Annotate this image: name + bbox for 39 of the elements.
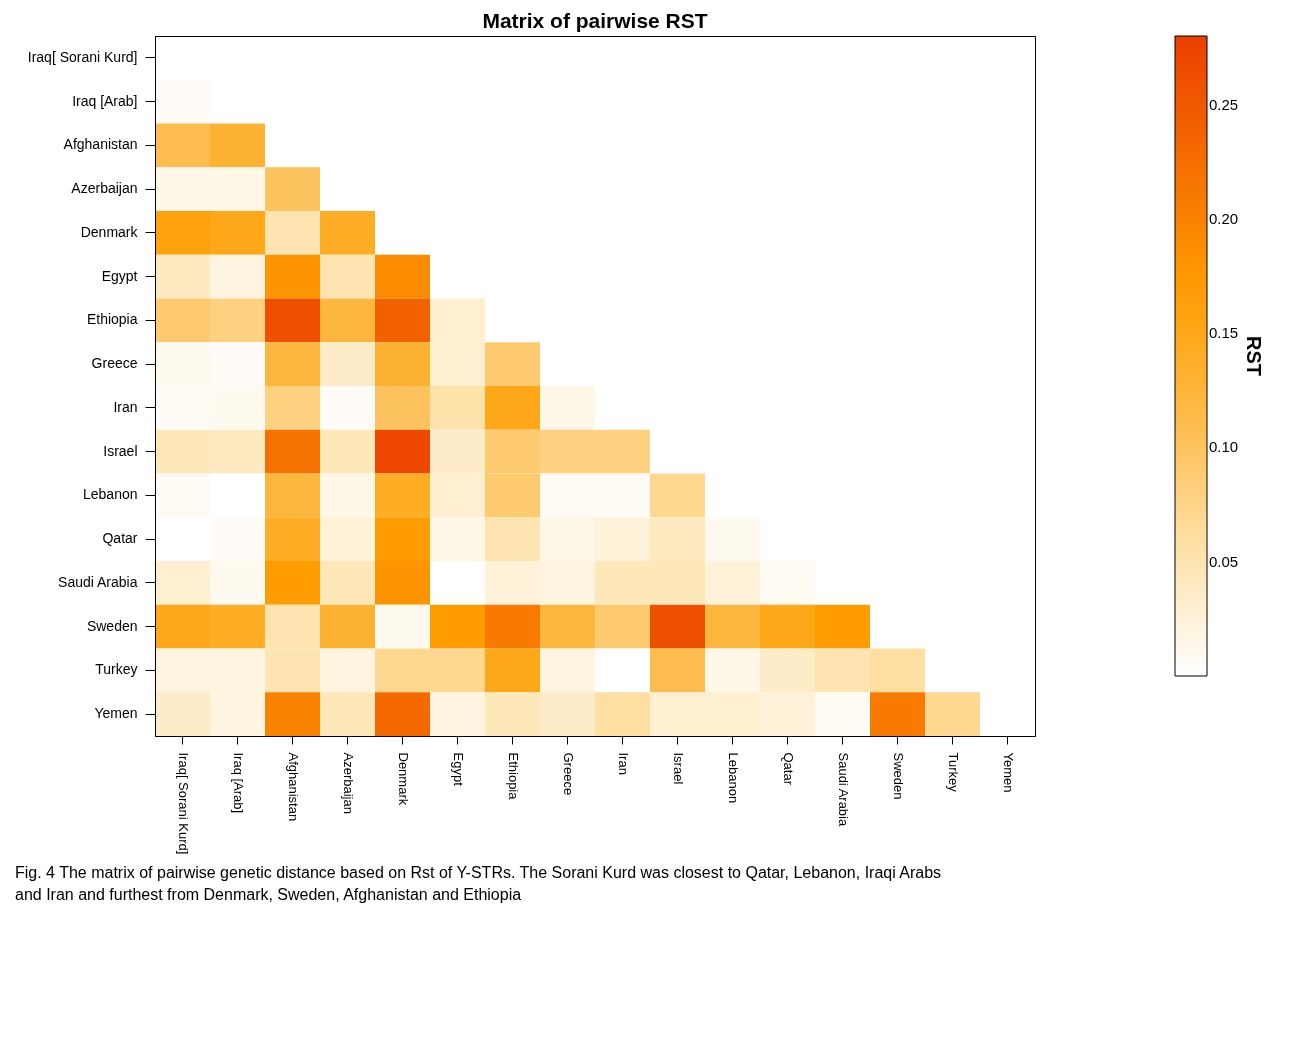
y-tick-label: Azerbaijan bbox=[71, 180, 138, 197]
y-tick-label: Greece bbox=[91, 355, 138, 372]
y-tick-label: Egypt bbox=[101, 267, 138, 284]
x-tick-label: Ethiopia bbox=[505, 752, 521, 801]
x-tick-label: Yemen bbox=[1000, 752, 1016, 793]
y-tick-label: Sweden bbox=[86, 617, 138, 634]
y-tick-label: Turkey bbox=[95, 661, 138, 678]
color-bar-label: 0.25 bbox=[1209, 95, 1239, 113]
color-bar-label: 0.05 bbox=[1209, 552, 1239, 570]
x-tick-label: Lebanon bbox=[725, 752, 741, 804]
y-tick-label: Israel bbox=[103, 442, 138, 459]
x-tick-label: Greece bbox=[560, 752, 576, 796]
x-tick-label: Sweden bbox=[890, 752, 906, 800]
x-tick-label: Afghanistan bbox=[285, 752, 301, 822]
x-tick-label: Denmark bbox=[395, 752, 411, 806]
y-tick-label: Yemen bbox=[94, 705, 138, 722]
x-tick-label: Iran bbox=[615, 752, 631, 775]
color-bar-label: 0.15 bbox=[1209, 324, 1239, 342]
y-tick-label: Afghanistan bbox=[63, 136, 138, 153]
caption: Fig. 4 The matrix of pairwise genetic distance based on Rst of Y-STRs. The Sorani Kurd was closest to Qatar, Lebanon, Iraqi Arabs and Iran and furthest from Denmark, Sweden, Afghanistan and Ethiopia bbox=[15, 864, 942, 903]
y-tick-label: Iran bbox=[113, 398, 138, 415]
chart-title: Matrix of pairwise RST bbox=[482, 9, 708, 32]
y-tick-label: Ethiopia bbox=[86, 311, 138, 328]
y-tick-label: Iraq[ Sorani Kurd] bbox=[27, 48, 138, 65]
y-tick-label: Saudi Arabia bbox=[58, 573, 138, 590]
y-tick-label: Iraq [Arab] bbox=[72, 92, 138, 109]
y-tick-label: Denmark bbox=[80, 223, 139, 240]
x-tick-label: Azerbaijan bbox=[340, 752, 356, 814]
x-tick-label: Qatar bbox=[780, 752, 796, 786]
color-bar-title: RST bbox=[1243, 336, 1265, 376]
x-tick-label: Egypt bbox=[450, 752, 466, 787]
y-tick-label: Qatar bbox=[102, 530, 138, 547]
x-tick-label: Israel bbox=[670, 752, 686, 785]
x-tick-label: Iraq [Arab] bbox=[230, 752, 246, 814]
x-tick-label: Saudi Arabia bbox=[835, 752, 851, 827]
x-tick-label: Turkey bbox=[945, 752, 961, 793]
y-tick-label: Lebanon bbox=[82, 486, 138, 503]
color-bar-label: 0.20 bbox=[1209, 209, 1239, 227]
color-bar-label: 0.10 bbox=[1209, 438, 1239, 456]
